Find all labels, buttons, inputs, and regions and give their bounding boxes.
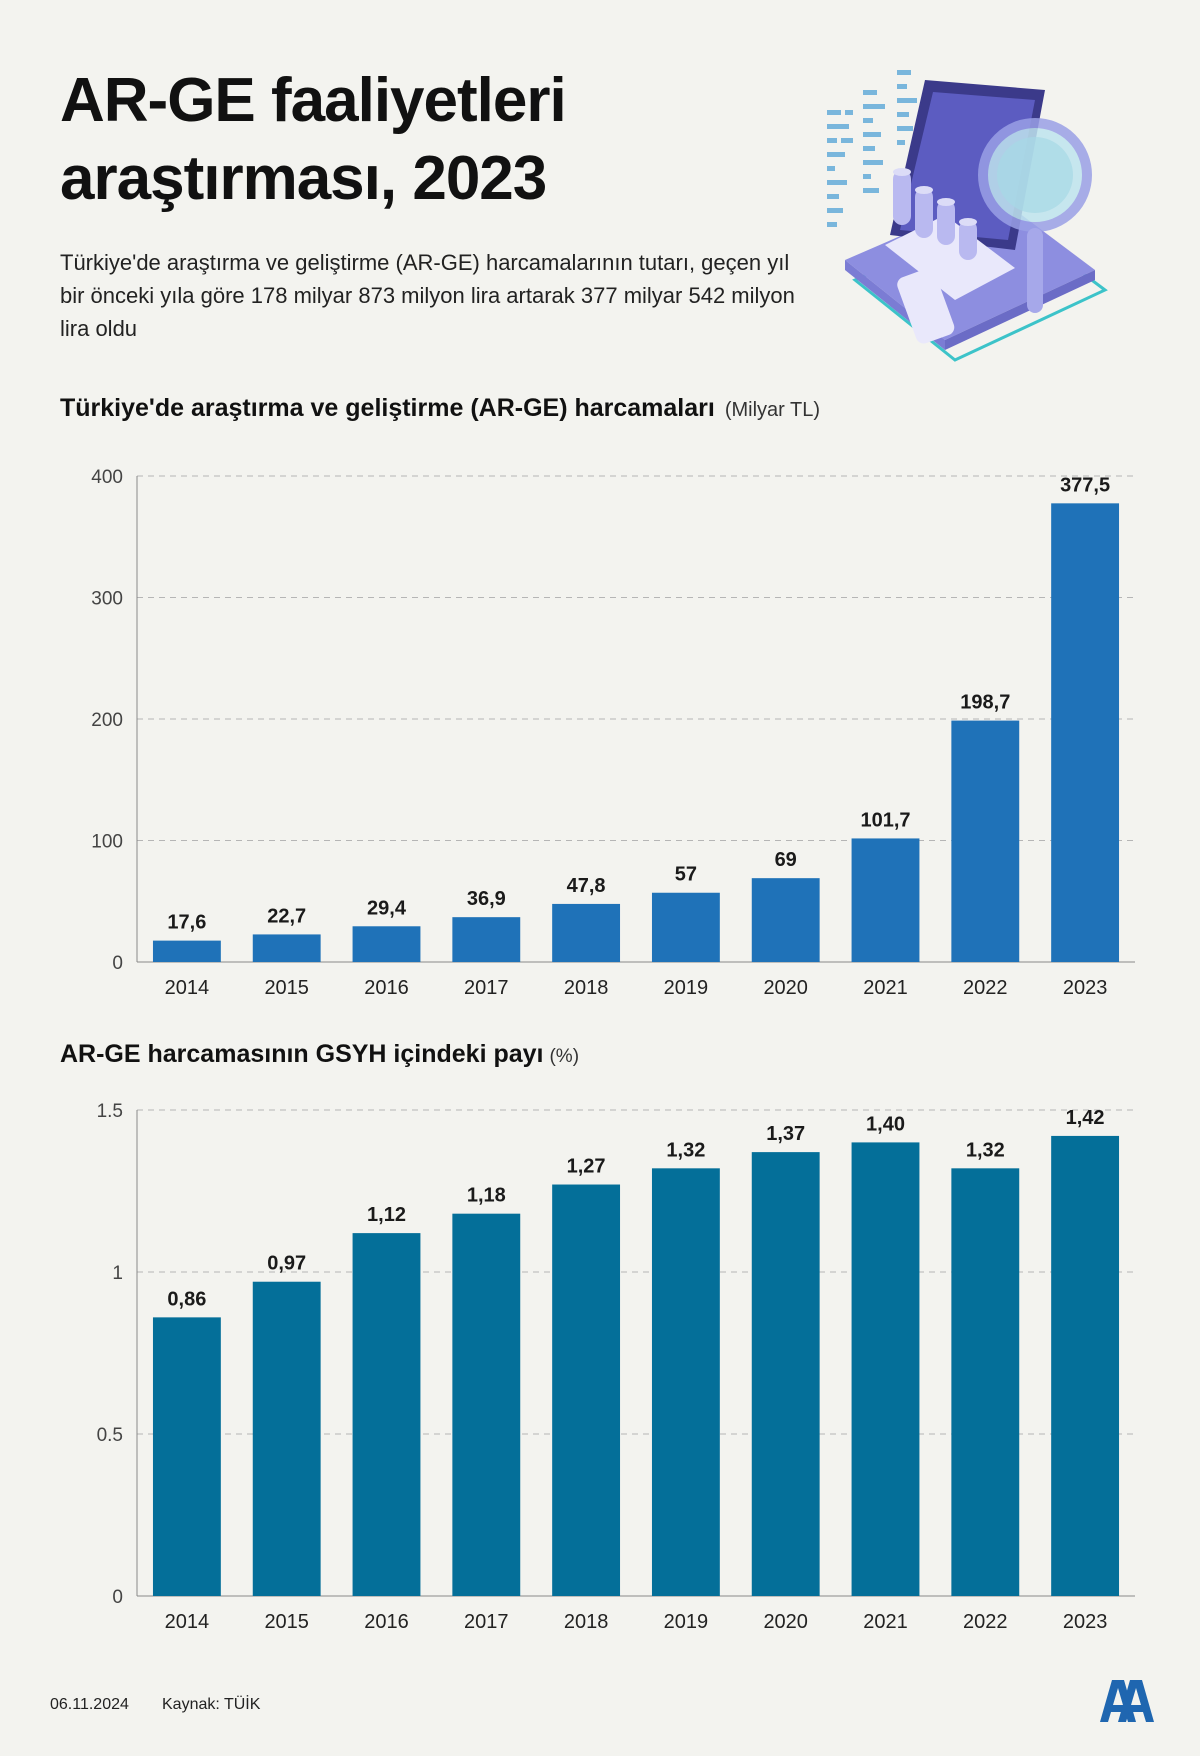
bar-value-label: 17,6 [167, 912, 206, 934]
x-tick-label: 2017 [464, 1611, 509, 1633]
source-note: Kaynak: TÜİK [162, 1696, 261, 1713]
rd-expenditure-chart: 0 100 200 300 400 17,6 2014 22,7 2015 29,4 2016 36,… [91, 467, 1135, 999]
bar-value-label: 0,97 [267, 1253, 306, 1275]
bar-value-label: 1,27 [567, 1156, 606, 1178]
publish-date: 06.11.2024 [50, 1696, 129, 1713]
bar [352, 1233, 421, 1596]
bar-value-label: 377,5 [1060, 474, 1110, 496]
x-tick-label: 2015 [264, 1611, 309, 1633]
x-tick-label: 2023 [1063, 977, 1108, 999]
y-tick-label: 0 [112, 1587, 123, 1608]
y-tick-label: 0 [112, 953, 123, 974]
x-tick-label: 2021 [863, 1611, 908, 1633]
bar [851, 838, 920, 962]
y-tick-label: 100 [91, 832, 123, 853]
x-tick-label: 2023 [1063, 1611, 1108, 1633]
bar-value-label: 1,12 [367, 1204, 406, 1226]
bar [452, 917, 521, 962]
bar-value-label: 57 [675, 864, 697, 886]
bar-value-label: 0,86 [167, 1288, 206, 1310]
bar [452, 1213, 521, 1596]
x-tick-label: 2022 [963, 1611, 1008, 1633]
x-tick-label: 2014 [165, 977, 210, 999]
bar-value-label: 198,7 [960, 692, 1010, 714]
rd-gdp-share-chart: 0 0.5 1 1.5 0,86 2014 0,97 2015 1,12 2016 1,18 2017… [97, 1101, 1135, 1633]
y-tick-label: 200 [91, 710, 123, 731]
x-tick-label: 2020 [763, 977, 808, 999]
chart2-unit: (%) [549, 1046, 580, 1067]
chart1-title: Türkiye'de araştırma ve geliştirme (AR-G… [60, 394, 715, 422]
bar-value-label: 69 [775, 849, 797, 871]
x-tick-label: 2022 [963, 977, 1008, 999]
x-tick-label: 2019 [664, 1611, 709, 1633]
y-tick-label: 0.5 [97, 1425, 123, 1446]
bar [1051, 1135, 1120, 1596]
x-tick-label: 2016 [364, 977, 409, 999]
laptop-magnifier-analytics-icon [827, 70, 1108, 362]
bar [951, 1168, 1020, 1596]
y-tick-label: 400 [91, 467, 123, 488]
bar [751, 878, 820, 962]
bar [552, 903, 621, 962]
bar-value-label: 29,4 [367, 897, 407, 919]
bar [1051, 503, 1120, 962]
bar [252, 1281, 321, 1596]
chart1-heading: Türkiye'de araştırma ve geliştirme (AR-G… [60, 394, 820, 423]
x-tick-label: 2016 [364, 1611, 409, 1633]
bar-value-label: 1,37 [766, 1123, 805, 1145]
bar [651, 892, 720, 962]
bar-value-label: 47,8 [567, 875, 606, 897]
page-subtitle: Türkiye'de araştırma ve geliştirme (AR-G… [60, 250, 795, 341]
chart1-unit: (Milyar TL) [724, 399, 821, 421]
page-title: AR-GE faaliyetleri araştırması, 2023 [60, 66, 567, 213]
bar [152, 940, 221, 962]
aa-logo-icon: AA [1100, 1680, 1154, 1722]
chart2-heading: AR-GE harcamasının GSYH içindeki payı (%) [60, 1040, 579, 1069]
x-tick-label: 2017 [464, 977, 509, 999]
bar [152, 1317, 221, 1596]
bar-value-label: 22,7 [267, 905, 306, 927]
x-tick-label: 2020 [763, 1611, 808, 1633]
x-tick-label: 2018 [564, 977, 609, 999]
bar-value-label: 1,42 [1066, 1107, 1105, 1129]
x-tick-label: 2019 [664, 977, 709, 999]
bar [951, 720, 1020, 962]
bar-value-label: 1,32 [966, 1139, 1005, 1161]
bar-value-label: 1,32 [666, 1139, 705, 1161]
bar [352, 926, 421, 962]
y-tick-label: 1.5 [97, 1101, 123, 1122]
bar-value-label: 101,7 [860, 809, 910, 831]
chart2-title: AR-GE harcamasının GSYH içindeki payı [60, 1040, 544, 1068]
logo-text: AA [1125, 1702, 1127, 1705]
bar [252, 934, 321, 962]
bar [651, 1168, 720, 1596]
bar [552, 1184, 621, 1596]
bar [751, 1152, 820, 1596]
x-tick-label: 2018 [564, 1611, 609, 1633]
x-tick-label: 2014 [165, 1611, 210, 1633]
bar-value-label: 1,40 [866, 1113, 905, 1135]
bar-value-label: 36,9 [467, 888, 506, 910]
x-tick-label: 2015 [264, 977, 309, 999]
bar-value-label: 1,18 [467, 1185, 506, 1207]
y-tick-label: 1 [112, 1263, 123, 1284]
y-tick-label: 300 [91, 589, 123, 610]
x-tick-label: 2021 [863, 977, 908, 999]
bar [851, 1142, 920, 1596]
